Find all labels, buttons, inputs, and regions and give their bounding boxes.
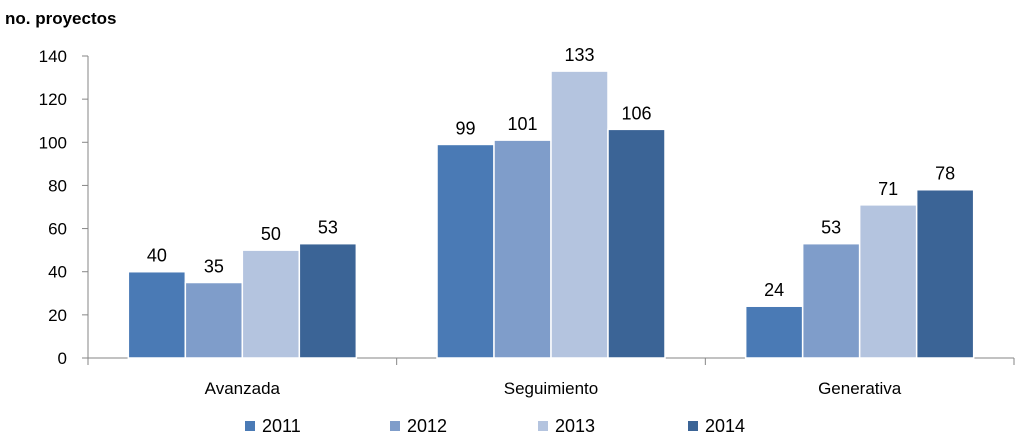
y-axis-label: no. proyectos (5, 9, 116, 28)
y-tick-labels: 0 20 40 60 80 100 120 140 (39, 47, 67, 368)
data-label: 99 (455, 118, 475, 138)
legend: 2011 2012 2013 2014 (245, 416, 745, 436)
x-tick-label: Generativa (818, 379, 902, 398)
data-label: 78 (935, 164, 955, 184)
bar-2014-generativa (915, 188, 975, 359)
bar-2013-generativa (858, 204, 918, 359)
data-label: 53 (318, 218, 338, 238)
legend-label: 2013 (555, 416, 595, 436)
y-tick-label: 20 (48, 306, 67, 325)
bar-2013-avanzada (241, 249, 301, 359)
legend-label: 2011 (262, 416, 301, 436)
category-labels: Avanzada Seguimiento Generativa (205, 379, 902, 398)
bar-2012-seguimiento (493, 139, 552, 359)
legend-swatch (245, 421, 255, 431)
legend-swatch (390, 421, 400, 431)
bar-2011-generativa (744, 305, 804, 359)
x-tick-label: Seguimiento (504, 379, 599, 398)
data-label: 53 (821, 218, 841, 238)
legend-swatch (538, 421, 548, 431)
bar-2014-avanzada (298, 242, 358, 359)
bars (127, 70, 975, 359)
data-label: 24 (764, 280, 784, 300)
x-tick-label: Avanzada (205, 379, 281, 398)
y-tick-label: 140 (39, 47, 67, 66)
y-tick-label: 80 (48, 176, 67, 195)
bar-2013-seguimiento (550, 70, 609, 359)
bar-2011-avanzada (127, 270, 187, 359)
y-tick-label: 60 (48, 220, 67, 239)
y-tick-label: 120 (39, 90, 67, 109)
y-tick-label: 100 (39, 133, 67, 152)
data-label: 133 (564, 45, 594, 65)
data-label: 101 (507, 114, 537, 134)
data-label: 106 (621, 103, 651, 123)
bar-2011-seguimiento (436, 143, 495, 359)
legend-label: 2014 (705, 416, 745, 436)
y-tick-label: 0 (58, 349, 67, 368)
bar-2012-avanzada (184, 281, 244, 359)
bar-2012-generativa (801, 242, 861, 359)
data-label: 35 (204, 257, 224, 277)
data-labels: 40 35 50 53 99 101 133 106 24 53 71 78 (147, 45, 955, 300)
data-label: 71 (878, 179, 898, 199)
legend-swatch (688, 421, 698, 431)
data-label: 50 (261, 224, 281, 244)
bar-2014-seguimiento (607, 128, 666, 359)
data-label: 40 (147, 246, 167, 266)
legend-label: 2012 (407, 416, 447, 436)
y-tick-label: 40 (48, 263, 67, 282)
